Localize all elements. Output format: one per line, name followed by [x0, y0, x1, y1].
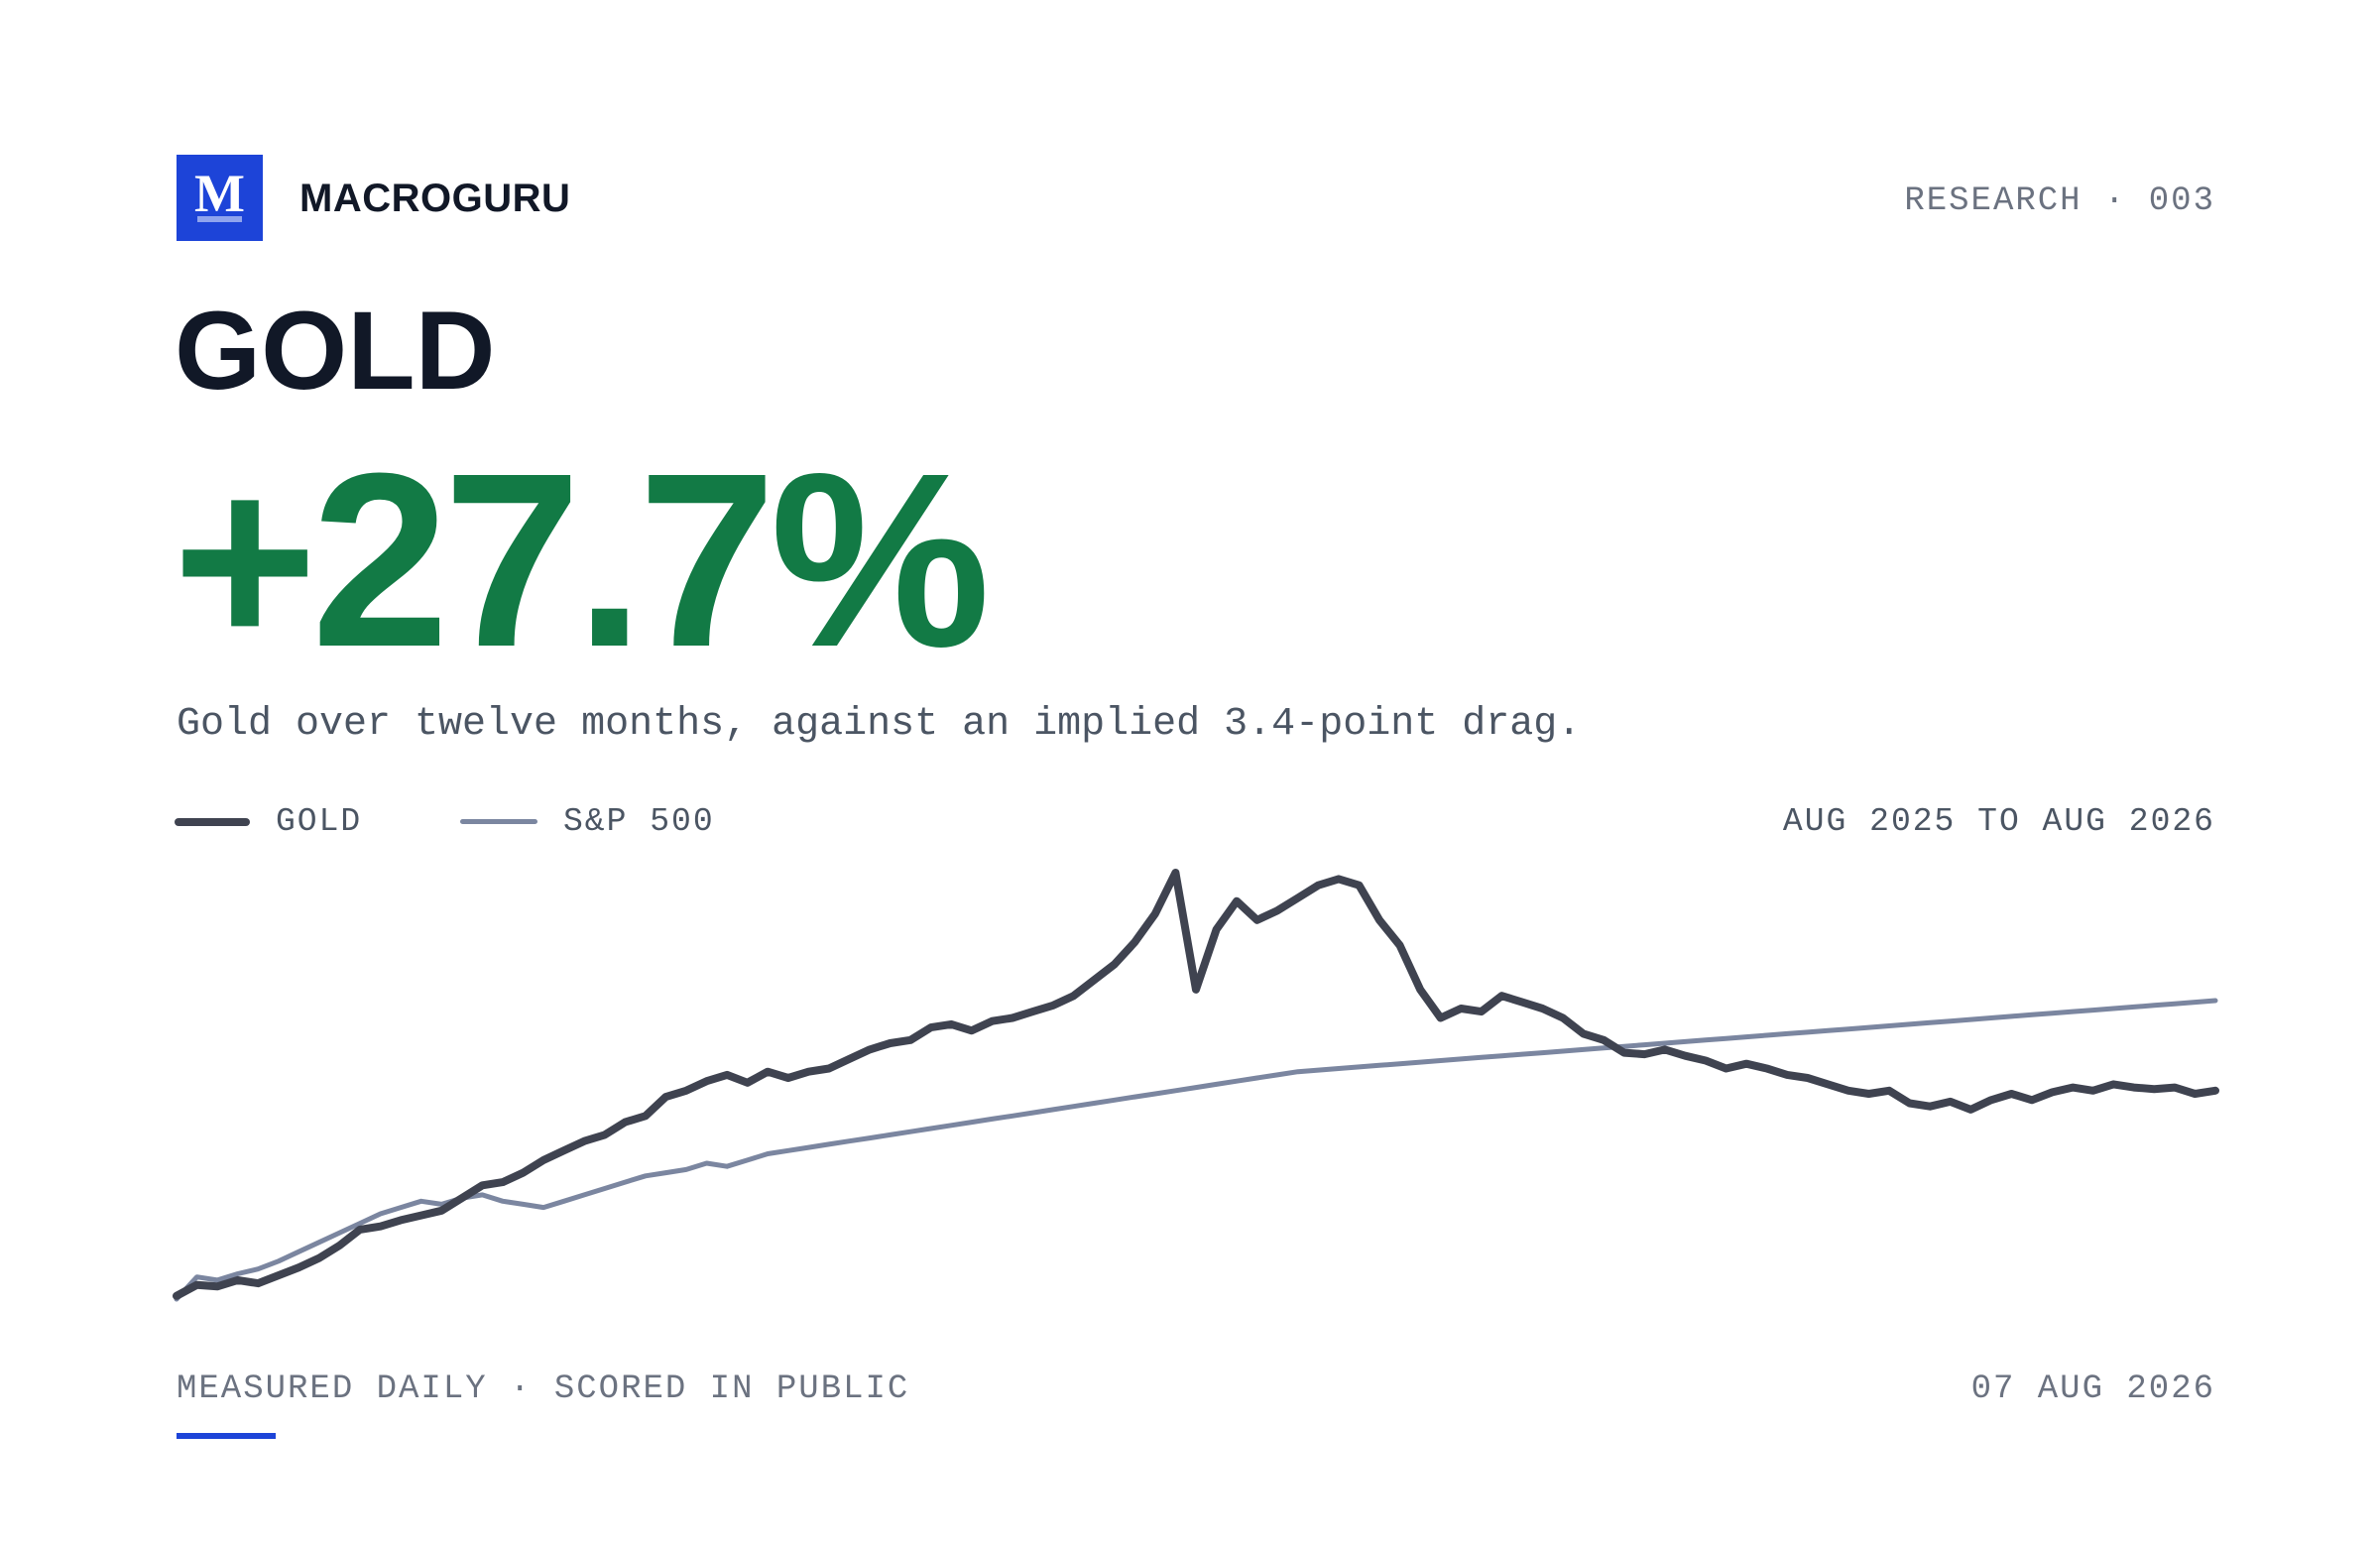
date-range: AUG 2025 TO AUG 2026 — [1782, 803, 2215, 840]
brand-logo-underline — [197, 216, 242, 222]
report-id: RESEARCH · 003 — [1904, 182, 2215, 220]
series-line-sp500 — [174, 998, 2218, 1302]
brand-logo-letter: M — [194, 164, 245, 223]
footer-tagline: MEASURED DAILY · SCORED IN PUBLIC — [177, 1370, 910, 1408]
brand-logo: M — [177, 155, 263, 241]
asset-title: GOLD — [175, 289, 496, 413]
subtitle: Gold over twelve months, against an impl… — [177, 702, 1582, 747]
footer-date: 07 AUG 2026 — [1970, 1370, 2215, 1408]
legend-label-gold: GOLD — [276, 803, 363, 840]
brand-name: MACROGURU — [299, 177, 571, 220]
legend-label-sp500: S&P 500 — [563, 803, 715, 840]
legend-swatch-sp500 — [460, 819, 537, 824]
legend-swatch-gold — [175, 818, 250, 826]
headline-value: +27.7% — [173, 421, 991, 698]
series-line-gold — [173, 869, 2219, 1300]
footer-accent-bar — [177, 1433, 276, 1439]
